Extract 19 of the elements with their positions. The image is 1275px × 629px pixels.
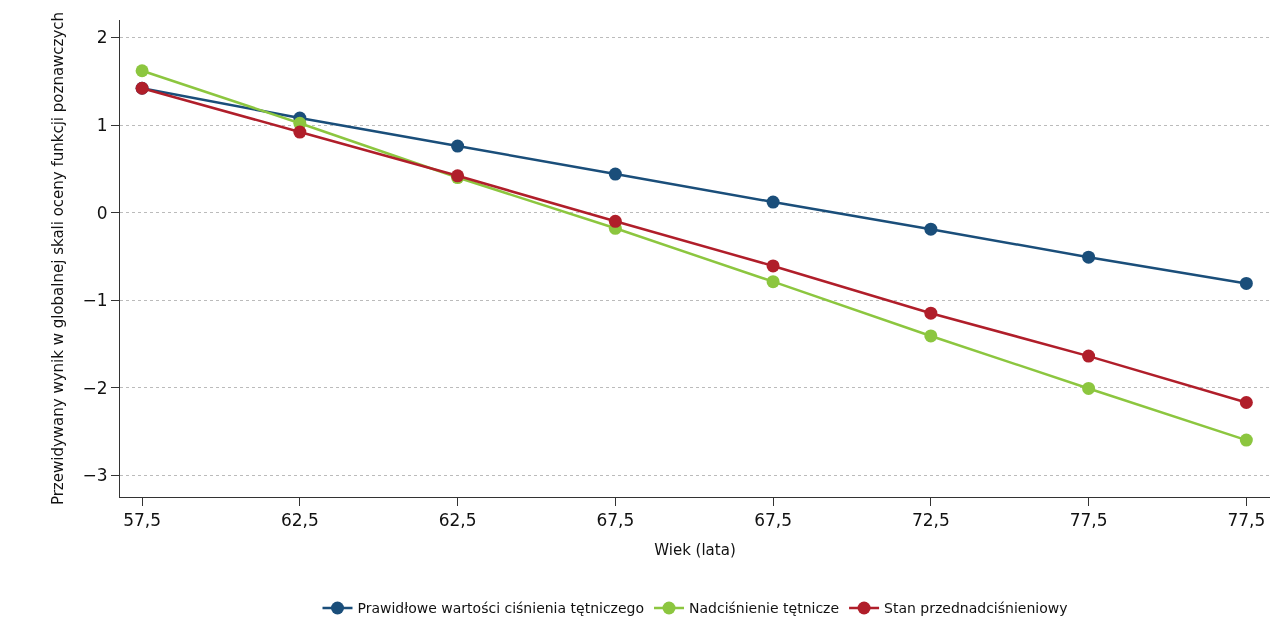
- legend-label: Prawidłowe wartości ciśnienia tętniczego: [357, 600, 645, 617]
- x-tick-label: 57,5: [123, 510, 162, 531]
- y-tick-label: −2: [82, 377, 108, 398]
- x-tick-label: 62,5: [438, 510, 477, 531]
- x-tick-label: 77,5: [1069, 510, 1108, 531]
- y-tick-label: −1: [82, 290, 108, 311]
- legend-label: Nadciśnienie tętnicze: [689, 600, 840, 617]
- x-tick-label: 72,5: [911, 510, 950, 531]
- x-axis-title: Wiek (lata): [654, 541, 736, 560]
- y-tick-label: 1: [96, 114, 108, 135]
- y-tick-label: 2: [96, 27, 108, 48]
- y-tick-label: −3: [82, 465, 108, 486]
- y-tick-label: 0: [96, 202, 108, 223]
- y-axis-title: Przewidywany wynik w globalnej skali oceny funkcji poznawczych: [48, 11, 67, 506]
- legend-label: Stan przednadciśnieniowy: [884, 600, 1068, 617]
- x-tick-label: 77,5: [1227, 510, 1266, 531]
- x-tick-label: 67,5: [754, 510, 793, 531]
- x-tick-label: 67,5: [596, 510, 635, 531]
- x-tick-label: 62,5: [280, 510, 319, 531]
